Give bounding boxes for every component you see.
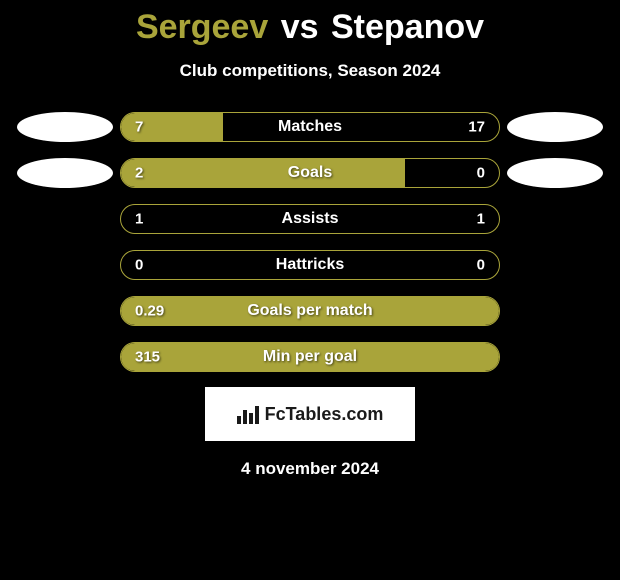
stat-row: 315 Min per goal: [10, 341, 610, 373]
subtitle: Club competitions, Season 2024: [0, 61, 620, 81]
stat-value-left: 1: [135, 211, 143, 228]
avatar-left: [10, 158, 120, 188]
stat-row: 2 Goals 0: [10, 157, 610, 189]
stat-bar: 315 Min per goal: [120, 342, 500, 372]
logo-text: FcTables.com: [265, 404, 384, 425]
stat-bar: 7 Matches 17: [120, 112, 500, 142]
stat-value-right: 17: [468, 119, 485, 136]
vs-text: vs: [281, 8, 319, 46]
stat-row: 0.29 Goals per match: [10, 295, 610, 327]
stat-bar: 0.29 Goals per match: [120, 296, 500, 326]
stat-bar: 1 Assists 1: [120, 204, 500, 234]
avatar-left: [10, 112, 120, 142]
chart-icon: [237, 404, 259, 424]
avatar-ellipse-icon: [17, 158, 113, 188]
stat-bar: 2 Goals 0: [120, 158, 500, 188]
bar-fill-left: [121, 159, 405, 187]
stat-label: Goals: [288, 164, 332, 182]
stat-label: Hattricks: [276, 256, 344, 274]
stat-label: Goals per match: [247, 302, 372, 320]
stat-label: Matches: [278, 118, 342, 136]
stat-row: 7 Matches 17: [10, 111, 610, 143]
avatar-ellipse-icon: [507, 112, 603, 142]
stat-label: Assists: [282, 210, 339, 228]
stat-value-left: 0.29: [135, 303, 164, 320]
title-container: Sergeev vs Stepanov: [0, 0, 620, 47]
date-text: 4 november 2024: [0, 459, 620, 479]
stat-row: 0 Hattricks 0: [10, 249, 610, 281]
stat-value-left: 2: [135, 165, 143, 182]
stat-value-left: 7: [135, 119, 143, 136]
stat-value-left: 315: [135, 349, 160, 366]
stats-container: 7 Matches 17 2 Goals 0 1 Assists 1 0 Hattricks 0 0.2…: [0, 111, 620, 373]
player2-name: Stepanov: [331, 8, 484, 46]
avatar-right: [500, 158, 610, 188]
player1-name: Sergeev: [136, 8, 268, 46]
stat-value-right: 1: [477, 211, 485, 228]
stat-label: Min per goal: [263, 348, 357, 366]
avatar-right: [500, 112, 610, 142]
avatar-ellipse-icon: [17, 112, 113, 142]
stat-value-right: 0: [477, 165, 485, 182]
stat-bar: 0 Hattricks 0: [120, 250, 500, 280]
fctables-logo[interactable]: FcTables.com: [205, 387, 415, 441]
stat-row: 1 Assists 1: [10, 203, 610, 235]
stat-value-right: 0: [477, 257, 485, 274]
avatar-ellipse-icon: [507, 158, 603, 188]
stat-value-left: 0: [135, 257, 143, 274]
